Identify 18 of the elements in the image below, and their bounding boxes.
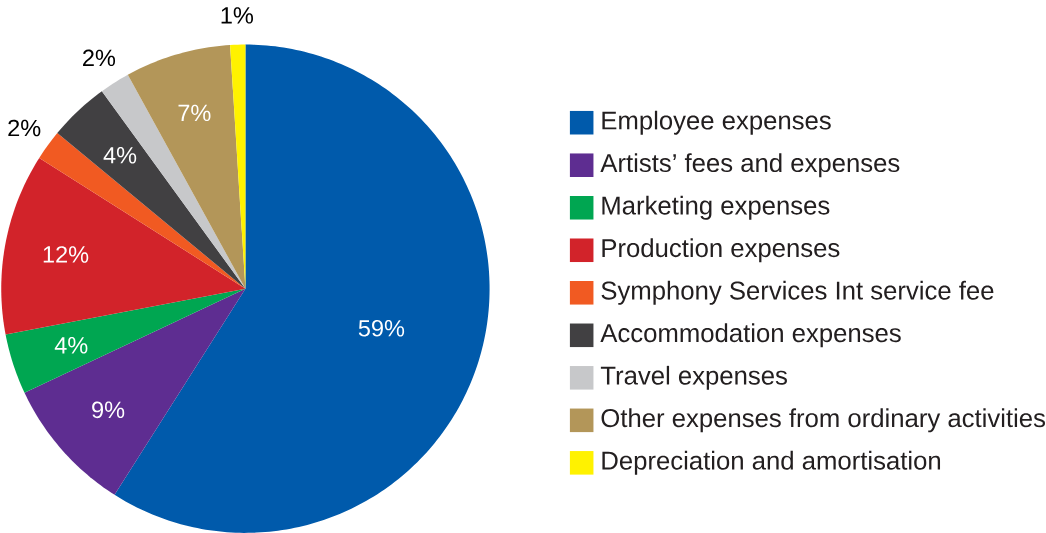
legend-label: Symphony Services Int service fee: [601, 280, 994, 305]
data-label: 2%: [83, 49, 116, 67]
legend-label: Other expenses from ordinary activities: [601, 408, 1045, 433]
data-label: 4%: [54, 337, 88, 354]
legend-label: Artists’ fees and expenses: [600, 153, 900, 178]
legend-label: Travel expenses: [600, 365, 787, 390]
data-label: 9%: [92, 401, 125, 419]
data-label: 1%: [221, 7, 253, 24]
legend-label: Employee expenses: [602, 110, 831, 135]
data-label: 59%: [358, 319, 405, 337]
data-label: 2%: [8, 119, 41, 137]
data-label: 7%: [178, 104, 211, 122]
data-label: 4%: [103, 147, 137, 164]
legend-label: Marketing expenses: [602, 195, 830, 220]
data-label: 12%: [43, 246, 89, 263]
legend-label: Depreciation and amortisation: [602, 450, 941, 475]
legend-label: Accommodation expenses: [600, 323, 901, 348]
legend-label: Production expenses: [602, 238, 840, 263]
